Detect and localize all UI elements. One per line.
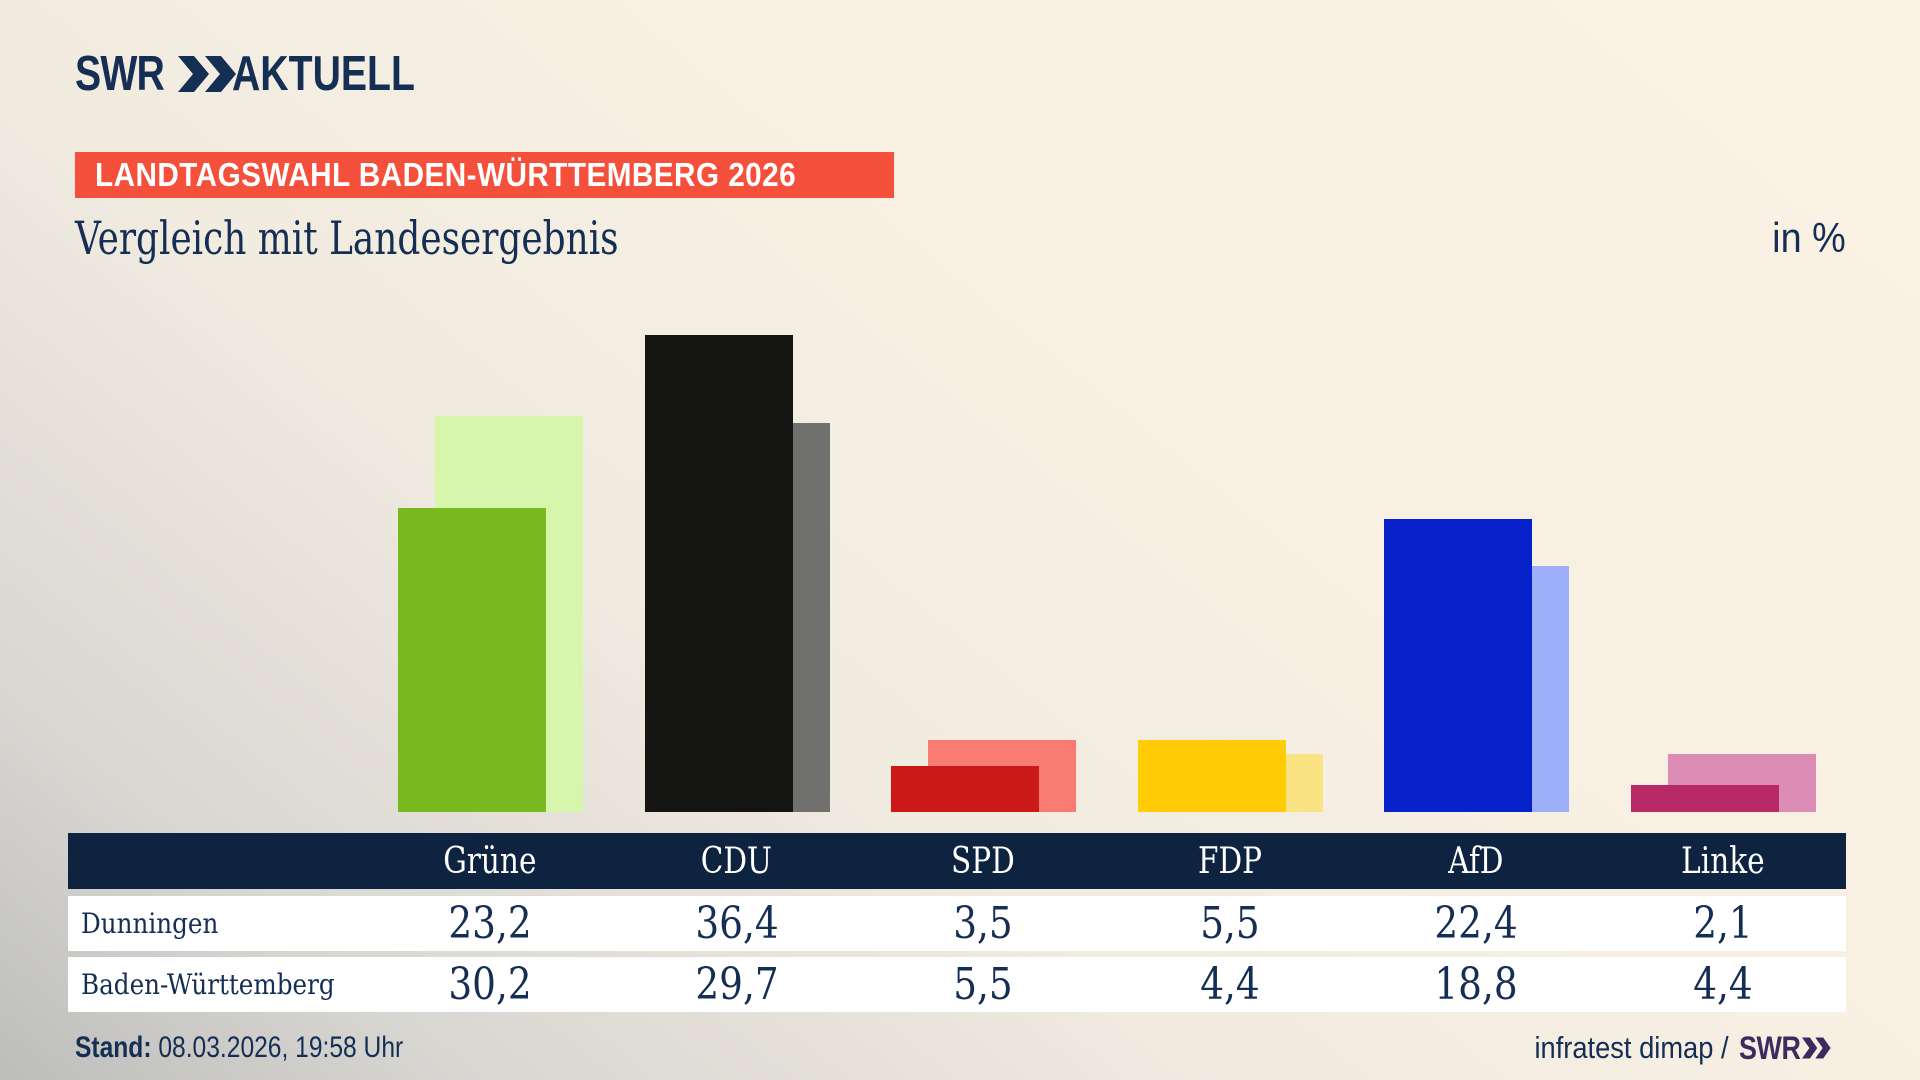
stand-label: Stand: bbox=[75, 1031, 152, 1064]
party-header-spd: SPD bbox=[951, 840, 1016, 882]
results-table: Grüne CDU SPD FDP AfD Linke Dunningen 23… bbox=[68, 833, 1846, 1018]
value-dunningen-fdp: 5,5 bbox=[1199, 898, 1260, 949]
bar-gruene-dunningen bbox=[398, 508, 546, 812]
title-row: Vergleich mit Landesergebnis in % bbox=[75, 210, 1846, 266]
value-bw-cdu: 29,7 bbox=[695, 959, 779, 1010]
value-dunningen-linke: 2,1 bbox=[1692, 898, 1753, 949]
swr-aktuell-logo: SWR AKTUELL bbox=[75, 47, 461, 101]
bar-afd-dunningen bbox=[1384, 518, 1532, 812]
unit-label: in % bbox=[1772, 214, 1846, 261]
election-badge: LANDTAGSWAHL BADEN-WÜRTTEMBERG 2026 bbox=[75, 152, 894, 198]
swr-logo-small: SWR bbox=[1739, 1030, 1831, 1067]
swr-wordmark: SWR bbox=[75, 47, 165, 101]
source-credit: infratest dimap / SWR bbox=[1508, 1030, 1848, 1067]
party-header-fdp: FDP bbox=[1197, 840, 1262, 882]
party-header-row: Grüne CDU SPD FDP AfD Linke bbox=[68, 833, 1846, 889]
aktuell-wordmark: AKTUELL bbox=[232, 47, 416, 101]
value-dunningen-afd: 22,4 bbox=[1434, 898, 1518, 949]
bar-cdu-dunningen bbox=[644, 335, 793, 812]
stand-value: 08.03.2026, 19:58 Uhr bbox=[151, 1031, 404, 1064]
party-header-cdu: CDU bbox=[701, 840, 773, 882]
value-bw-fdp: 4,4 bbox=[1199, 959, 1260, 1010]
election-badge-label: LANDTAGSWAHL BADEN-WÜRTTEMBERG 2026 bbox=[95, 156, 797, 193]
swr-small-wordmark: SWR bbox=[1738, 1029, 1801, 1066]
party-header-gruene: Grüne bbox=[443, 840, 537, 882]
bar-spd-dunningen bbox=[891, 766, 1039, 812]
value-dunningen-gruene: 23,2 bbox=[448, 898, 532, 949]
table-row-badenwuerttemberg: Baden-Württemberg 30,2 29,7 5,5 4,4 18,8… bbox=[68, 957, 1846, 1012]
timestamp: Stand: 08.03.2026, 19:58 Uhr bbox=[75, 1031, 403, 1065]
value-dunningen-spd: 3,5 bbox=[953, 898, 1013, 949]
source-text: infratest dimap / bbox=[1534, 1030, 1729, 1065]
row-label-badenwuerttemberg: Baden-Württemberg bbox=[81, 968, 335, 1001]
row-label-dunningen: Dunningen bbox=[81, 907, 219, 940]
party-header-afd: AfD bbox=[1448, 840, 1504, 882]
table-row-dunningen: Dunningen 23,2 36,4 3,5 5,5 22,4 2,1 bbox=[68, 896, 1846, 951]
double-chevron-icon bbox=[178, 56, 237, 92]
value-bw-afd: 18,8 bbox=[1434, 959, 1518, 1010]
double-chevron-icon bbox=[1801, 1037, 1831, 1059]
party-header-linke: Linke bbox=[1681, 840, 1765, 882]
chart-title: Vergleich mit Landesergebnis bbox=[75, 211, 619, 265]
value-bw-linke: 4,4 bbox=[1692, 959, 1753, 1010]
footer: Stand: 08.03.2026, 19:58 Uhr infratest d… bbox=[75, 1026, 1848, 1070]
value-bw-gruene: 30,2 bbox=[448, 959, 532, 1010]
value-bw-spd: 5,5 bbox=[953, 959, 1013, 1010]
value-dunningen-cdu: 36,4 bbox=[695, 898, 779, 949]
bar-linke-dunningen bbox=[1630, 784, 1779, 812]
bar-fdp-dunningen bbox=[1137, 739, 1286, 812]
